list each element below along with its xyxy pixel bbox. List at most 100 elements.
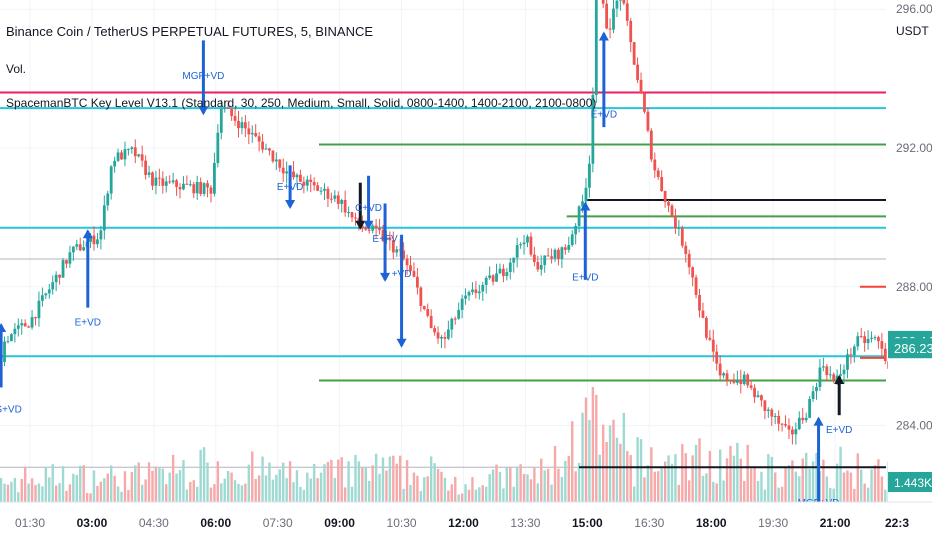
candle-body [763,400,767,411]
volume-bar [3,483,6,502]
volume-bar [588,419,591,502]
candle-body [137,154,141,157]
volume-bar [701,475,705,502]
currency-label: USDT [896,24,929,38]
volume-bar [409,484,412,502]
candle-body [367,229,371,231]
indicator-legend[interactable]: SpacemanBTC Key Level V13.1 (Standard, 3… [6,96,597,110]
volume-bar [323,464,326,502]
candle-body [784,424,787,426]
candle-body [828,374,832,376]
volume-bar [743,480,746,502]
time-axis[interactable]: 01:30 03:00 04:30 06:00 07:30 09:00 10:30 12:00… [0,501,932,550]
candle-body [30,317,34,328]
volume-bar [206,462,209,502]
volume-bar [368,480,371,502]
volume-bar [725,458,729,502]
candle-body [873,337,877,339]
volume-bar [777,487,780,502]
candle-body [546,255,550,257]
volume-bar [639,439,643,502]
candle-body [495,273,498,282]
candle-body [347,212,350,214]
candle-body [240,122,244,129]
candle-body [526,236,529,243]
candle-body [474,289,478,294]
candle-body [563,247,567,250]
volume-bar [774,472,777,502]
candle-body [412,270,416,277]
signal-arrow-head [813,416,824,426]
volume-bar [567,455,570,502]
candle-body [65,260,68,264]
volume-bar [326,461,330,502]
candle-body [618,0,622,1]
candle-body [739,379,743,385]
candle-body [436,332,440,339]
candle-body [213,162,216,194]
volume-bar [736,442,739,502]
candle-body [646,111,650,131]
signal-arrow-head [0,322,7,332]
candle-body [426,309,430,316]
volume-bar [853,488,856,502]
candle-body [433,328,436,333]
volume-bar [275,474,278,502]
volume-bar [278,469,281,502]
volume-bar [866,487,870,502]
candle-body [821,366,825,368]
volume-bar [657,471,660,502]
volume-bar [392,455,395,502]
candle-body [233,115,237,121]
volume-bar [381,457,385,502]
symbol-title[interactable]: Binance Coin / TetherUS PERPETUAL FUTURE… [6,24,374,39]
candle-body [185,183,189,185]
volume-bar [485,486,488,502]
candle-body [415,276,419,288]
volume-bar [478,487,481,502]
signal-arrow-head [380,272,391,282]
volume-bar [295,470,299,502]
candle-body [477,291,481,294]
candle-body [333,195,337,199]
candle-body [594,0,598,95]
candle-body [801,417,805,421]
volume-bar [632,486,636,502]
volume-bar [787,465,791,502]
volume-bar [598,454,601,502]
volume-bar [722,480,725,502]
price-axis[interactable]: USDT296.00292.00288.00284.00280.00286.44… [888,0,932,550]
candle-body [144,160,147,175]
candle-body [106,193,110,206]
volume-bar [612,419,615,502]
volume-bar [240,485,244,502]
volume-legend[interactable]: Vol. [6,62,27,76]
candle-body [168,181,172,183]
candle-body [773,415,777,417]
volume-bar [667,455,670,502]
candle-body [625,3,629,21]
volume-bar [674,454,677,502]
volume-bar [302,489,306,502]
volume-bar [144,479,147,502]
candle-body [116,152,120,161]
signal-label: MGF+VD [182,71,224,82]
time-tick-label: 16:30 [634,516,664,530]
volume-bar [247,464,251,502]
volume-bar [34,485,37,502]
volume-bar [474,489,478,502]
time-tick-label: 18:00 [696,516,727,530]
candle-body [243,122,247,129]
candle-body [715,351,719,364]
time-tick-label: 01:30 [15,516,45,530]
candle-body [13,328,17,335]
time-tick-label: 03:00 [77,516,108,530]
candle-body [584,187,588,202]
volume-bar [749,468,753,502]
candle-body [10,334,13,342]
candle-body [629,20,633,43]
candle-body [206,183,209,188]
candle-body [453,318,457,320]
candle-body [161,178,165,186]
